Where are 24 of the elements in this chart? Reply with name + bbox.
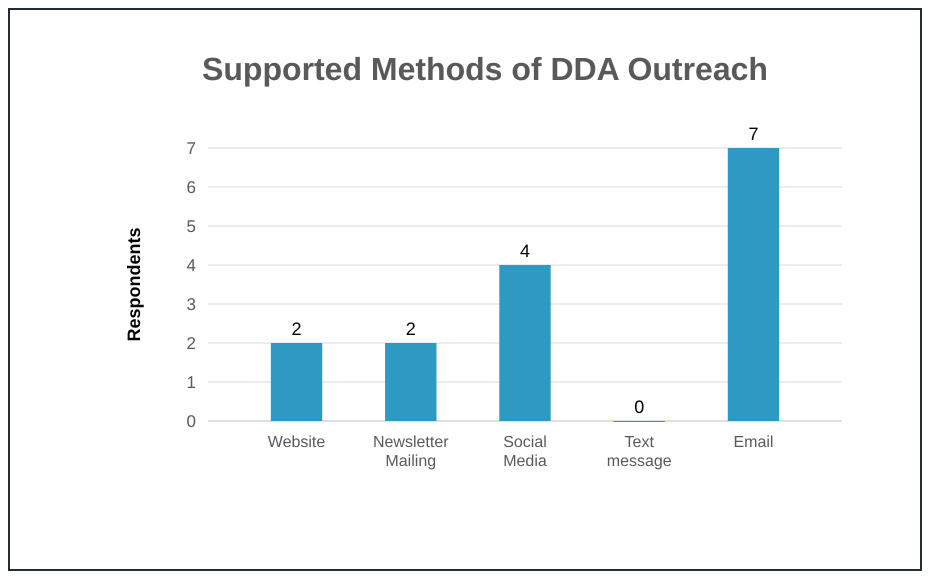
- y-tick-label: 0: [186, 412, 196, 431]
- bar: [728, 148, 780, 421]
- data-label: 0: [634, 397, 644, 417]
- chart-title: Supported Methods of DDA Outreach: [202, 51, 768, 87]
- y-tick-label: 3: [186, 294, 196, 314]
- data-label: 2: [406, 319, 416, 339]
- bar: [270, 343, 322, 421]
- data-label: 7: [748, 124, 758, 144]
- bar: [499, 265, 551, 421]
- x-tick-label: Website: [268, 434, 326, 451]
- y-tick-label: 1: [186, 372, 196, 392]
- x-tick-label: Email: [733, 434, 774, 451]
- bar: [385, 343, 436, 421]
- y-tick-label: 6: [186, 178, 196, 197]
- x-tick-label: Newsletter Mailing: [372, 434, 450, 470]
- x-tick-label: Social Media: [503, 434, 547, 470]
- y-tick-label: 4: [186, 256, 196, 275]
- data-label: 2: [292, 319, 302, 339]
- y-tick-label: 2: [186, 334, 196, 353]
- x-tick-label: Text message: [606, 434, 672, 470]
- y-axis-title: Respondents: [124, 227, 144, 342]
- data-label: 4: [520, 241, 530, 261]
- y-tick-label: 5: [186, 216, 196, 236]
- y-tick-label: 7: [186, 138, 196, 158]
